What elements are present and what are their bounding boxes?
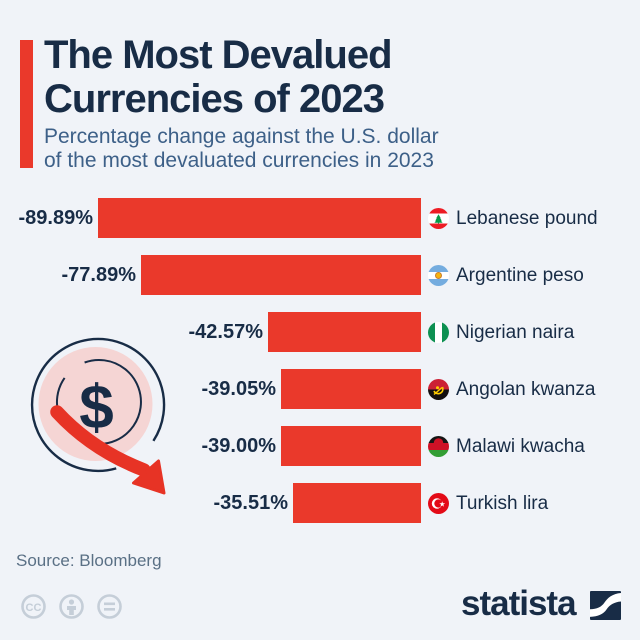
svg-text:CC: CC	[26, 602, 42, 614]
svg-text:$: $	[79, 374, 113, 443]
